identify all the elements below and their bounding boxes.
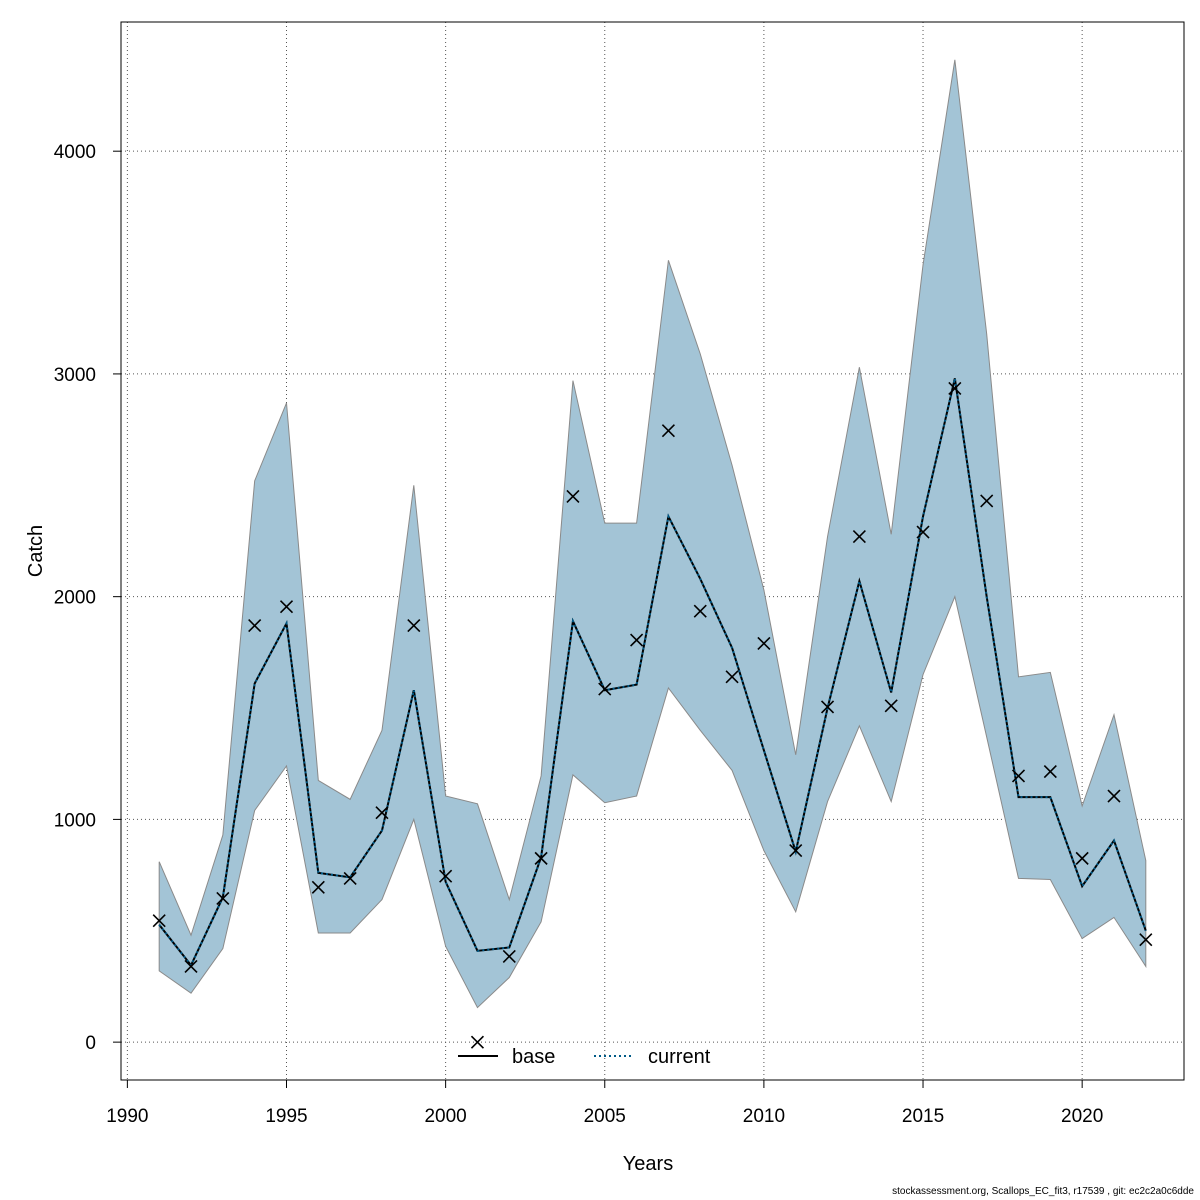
observed-point-2018 — [1011, 769, 1026, 783]
x-tick-label-2015: 2015 — [902, 1106, 944, 1127]
observed-point-2017 — [980, 494, 994, 508]
observed-mark-b — [820, 700, 835, 714]
observed-point-2001 — [470, 1035, 485, 1049]
observed-mark-b — [948, 381, 962, 395]
observed-mark-b — [375, 806, 389, 820]
observed-mark-b — [502, 949, 516, 963]
observed-point-2020 — [1075, 851, 1089, 865]
observed-mark-b — [789, 844, 803, 858]
observed-point-1992 — [184, 959, 198, 973]
observed-mark-b — [725, 670, 739, 684]
observed-point-1997 — [343, 871, 357, 885]
observed-mark-b — [852, 529, 866, 544]
observed-mark-b — [1139, 933, 1153, 947]
observed-point-2000 — [439, 869, 453, 883]
observed-mark-b — [598, 682, 612, 696]
observed-point-2007 — [661, 424, 675, 438]
observed-point-2005 — [598, 682, 612, 696]
y-tick-label-3000: 3000 — [54, 365, 96, 386]
observed-mark-b — [566, 489, 580, 503]
x-tick-label-1990: 1990 — [106, 1106, 148, 1127]
axes: 1990 1995 2000 2005 2010 2015 2020 0 1000 2000 300… — [54, 21, 1185, 1127]
observed-point-2015 — [916, 525, 930, 539]
observed-mark-b — [1107, 789, 1121, 803]
legend: base current — [458, 1046, 711, 1068]
observed-point-2011 — [789, 844, 803, 858]
observed-points — [152, 381, 1153, 1049]
observed-mark-b — [757, 636, 771, 651]
observed-mark-b — [184, 959, 198, 973]
observed-mark-b — [534, 851, 548, 865]
observed-point-2022 — [1139, 933, 1153, 947]
observed-mark-b — [439, 869, 453, 883]
confidence-band — [158, 59, 1147, 1009]
observed-mark-b — [1075, 851, 1089, 865]
observed-point-2002 — [502, 949, 516, 963]
footer-note: stockassessment.org, Scallops_EC_fit3, r… — [892, 1186, 1194, 1197]
observed-mark-b — [916, 525, 930, 539]
observed-point-2008 — [693, 604, 707, 618]
observed-point-1998 — [375, 806, 389, 820]
observed-mark-b — [470, 1035, 485, 1049]
observed-point-1993 — [216, 891, 230, 906]
x-tick-label-1995: 1995 — [265, 1106, 307, 1127]
observed-point-2004 — [566, 489, 580, 503]
series-lines — [158, 378, 1147, 968]
observed-point-1996 — [311, 880, 325, 894]
observed-point-2014 — [884, 699, 898, 713]
observed-point-1995 — [279, 600, 294, 614]
observed-mark-b — [248, 619, 262, 633]
observed-point-2019 — [1043, 764, 1057, 779]
y-tick-label-4000: 4000 — [54, 142, 96, 163]
legend-base-label: base — [512, 1046, 555, 1068]
y-axis-title: Catch — [25, 525, 47, 577]
observed-mark-b — [1043, 764, 1057, 779]
legend-current-label: current — [648, 1046, 711, 1068]
x-tick-label-2000: 2000 — [424, 1106, 466, 1127]
x-axis-title: Years — [623, 1153, 673, 1175]
x-tick-label-2020: 2020 — [1061, 1106, 1103, 1127]
observed-point-1991 — [152, 914, 166, 928]
observed-mark-b — [216, 891, 230, 906]
observed-mark-b — [279, 600, 294, 614]
y-tick-label-1000: 1000 — [54, 810, 96, 831]
x-tick-label-2010: 2010 — [743, 1106, 785, 1127]
observed-mark-b — [661, 424, 675, 438]
observed-point-1994 — [248, 619, 262, 633]
observed-point-2016 — [948, 381, 962, 395]
x-tick-label-2005: 2005 — [584, 1106, 626, 1127]
observed-point-2021 — [1107, 789, 1121, 803]
observed-mark-b — [343, 871, 357, 885]
observed-mark-b — [884, 699, 898, 713]
observed-mark-b — [630, 633, 644, 647]
y-tick-label-2000: 2000 — [54, 588, 96, 609]
observed-mark-b — [980, 494, 994, 508]
y-tick-label-0: 0 — [85, 1033, 96, 1054]
observed-point-1999 — [407, 619, 421, 633]
observed-point-2013 — [852, 529, 866, 544]
series-line-base — [158, 378, 1147, 968]
observed-point-2012 — [820, 700, 835, 714]
observed-mark-b — [1011, 769, 1026, 783]
observed-point-2010 — [757, 636, 771, 651]
observed-point-2006 — [630, 633, 644, 647]
observed-point-2009 — [725, 670, 739, 684]
observed-mark-b — [311, 880, 325, 894]
observed-mark-b — [407, 619, 421, 633]
confidence-band-area — [158, 59, 1147, 1009]
observed-point-2003 — [534, 851, 548, 865]
observed-mark-b — [152, 914, 166, 928]
observed-mark-b — [693, 604, 707, 618]
